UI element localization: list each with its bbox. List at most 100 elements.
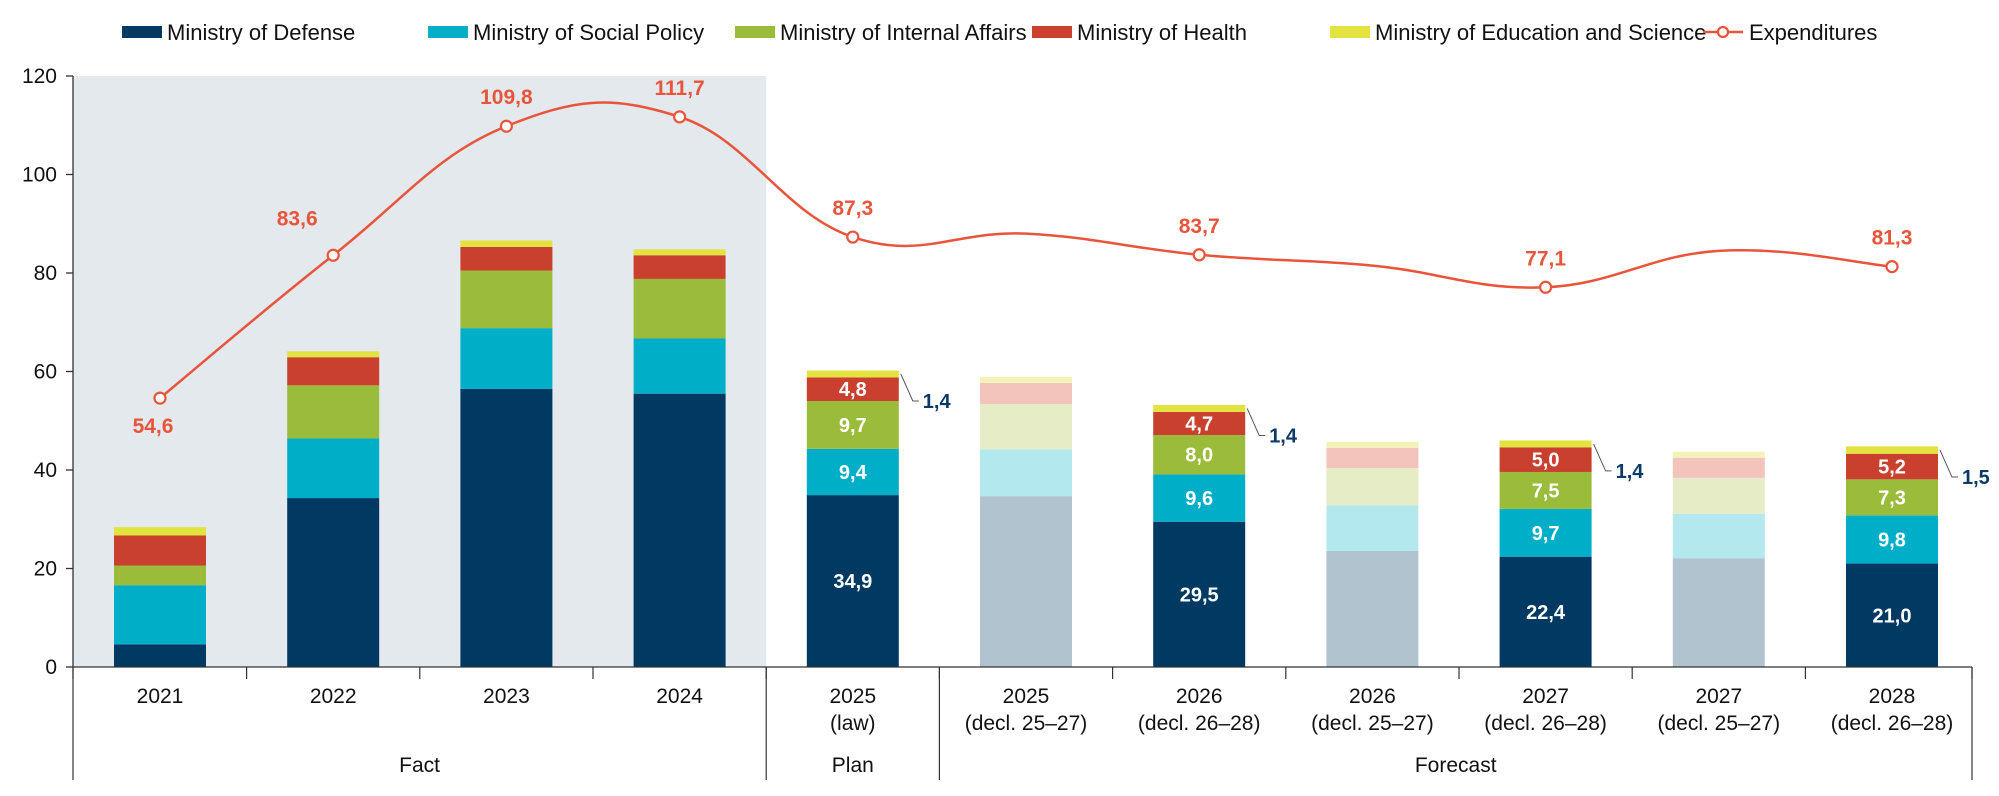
axes-layer: 0 20 40 60 80 100 120 Fact Plan Forecast 2021 2022 2… [22, 65, 1973, 780]
legend-marker-expenditures [1716, 25, 1730, 39]
group-label-plan: Plan [832, 754, 874, 777]
group-label-forecast: Forecast [1415, 754, 1497, 777]
x-category-sublabel: (decl. 26–28) [1138, 712, 1261, 735]
y-tick-label: 80 [34, 262, 57, 285]
x-category-label: 2025 [829, 685, 876, 708]
bar-health-7 [1326, 447, 1419, 469]
x-category-label: 2028 [1869, 685, 1916, 708]
legend-swatch-education [1330, 26, 1370, 38]
y-tick-label: 40 [34, 459, 57, 482]
bar-health-2 [460, 246, 553, 271]
bar-internal-10 [1846, 479, 1938, 516]
segment-label-defense: 29,5 [1180, 584, 1219, 606]
x-category-label: 2021 [137, 685, 184, 708]
expenditures-marker [1192, 248, 1206, 262]
bar-social-0 [114, 585, 206, 645]
expenditures-value-label: 81,3 [1872, 227, 1913, 250]
bar-education-5 [980, 376, 1072, 383]
legend-label-social: Ministry of Social Policy [473, 20, 704, 45]
segment-label-internal: 9,7 [839, 415, 867, 437]
bar-social-1 [287, 438, 380, 499]
expenditures-line [159, 101, 1893, 400]
bar-social-2 [460, 328, 553, 389]
x-category-label: 2027 [1695, 685, 1742, 708]
bar-defense-6 [1153, 521, 1246, 667]
segment-label-internal: 8,0 [1185, 445, 1213, 467]
bar-health-0 [114, 535, 206, 566]
expenditures-value-label: 54,6 [133, 415, 174, 438]
bar-education-6 [1153, 404, 1246, 412]
bar-health-8 [1499, 447, 1592, 472]
bars-layer [114, 240, 1938, 667]
x-category-sublabel: (decl. 26–28) [1831, 712, 1954, 735]
y-tick-label: 120 [22, 65, 57, 88]
expenditures-marker [326, 248, 340, 262]
segment-label-education: 1,4 [1269, 425, 1298, 447]
bar-defense-3 [633, 393, 726, 667]
bar-social-3 [633, 338, 726, 394]
bar-health-6 [1153, 411, 1246, 436]
segment-label-defense: 22,4 [1526, 602, 1566, 624]
legend-label-defense: Ministry of Defense [167, 20, 355, 45]
segment-label-social: 9,7 [1532, 523, 1560, 545]
segment-label-internal: 7,3 [1878, 487, 1906, 509]
bar-education-9 [1672, 451, 1765, 458]
segment-label-health: 4,8 [839, 379, 867, 401]
bar-health-3 [633, 255, 726, 279]
bar-defense-7 [1326, 550, 1419, 667]
bar-internal-5 [980, 404, 1072, 450]
bar-social-9 [1672, 513, 1765, 559]
bar-internal-8 [1499, 471, 1592, 509]
segment-label-internal: 7,5 [1532, 480, 1560, 502]
bar-social-8 [1499, 508, 1592, 557]
bar-health-5 [980, 382, 1072, 405]
bar-internal-3 [633, 278, 726, 339]
bar-health-1 [287, 357, 380, 386]
expenditures-line-layer [153, 101, 1899, 405]
bar-internal-0 [114, 565, 206, 586]
segment-label-health: 4,7 [1185, 413, 1213, 435]
bar-social-7 [1326, 505, 1419, 551]
bar-education-10 [1846, 446, 1938, 454]
y-tick-label: 100 [22, 164, 57, 187]
legend-swatch-social [428, 26, 468, 38]
bar-education-8 [1499, 440, 1592, 448]
bar-defense-5 [980, 496, 1072, 667]
bar-defense-8 [1499, 556, 1592, 667]
x-category-label: 2026 [1349, 685, 1396, 708]
y-tick-label: 0 [45, 656, 57, 679]
legend: Ministry of Defense Ministry of Social Po… [122, 20, 1877, 45]
x-category-sublabel: (decl. 25–27) [1658, 712, 1781, 735]
legend-label-education: Ministry of Education and Science [1375, 20, 1706, 45]
x-category-label: 2022 [310, 685, 357, 708]
segment-label-defense: 21,0 [1873, 605, 1912, 627]
bar-internal-9 [1672, 477, 1765, 514]
x-category-sublabel: (law) [830, 712, 876, 735]
bar-defense-0 [114, 644, 206, 667]
x-category-label: 2023 [483, 685, 530, 708]
bar-social-6 [1153, 474, 1246, 522]
bar-education-1 [287, 351, 380, 358]
expenditures-value-label: 111,7 [654, 77, 704, 100]
expenditures-marker [672, 110, 687, 124]
bar-health-9 [1672, 457, 1765, 478]
bar-social-5 [980, 449, 1072, 497]
education-leader-line [1246, 408, 1266, 436]
bar-health-10 [1846, 453, 1938, 480]
bar-social-4 [806, 448, 899, 496]
expenditures-value-label: 77,1 [1525, 247, 1566, 270]
legend-label-health: Ministry of Health [1077, 20, 1247, 45]
x-category-sublabel: (decl. 25–27) [965, 712, 1088, 735]
bar-internal-2 [460, 270, 553, 329]
legend-swatch-health [1032, 26, 1072, 38]
education-leader-line [1939, 449, 1958, 478]
bar-defense-10 [1846, 563, 1938, 667]
bar-defense-2 [460, 388, 553, 667]
education-leader-line [1593, 443, 1612, 472]
group-label-fact: Fact [399, 754, 440, 777]
legend-swatch-internal [735, 26, 775, 38]
segment-label-education: 1,5 [1962, 467, 1990, 489]
segment-label-health: 5,2 [1878, 457, 1906, 479]
